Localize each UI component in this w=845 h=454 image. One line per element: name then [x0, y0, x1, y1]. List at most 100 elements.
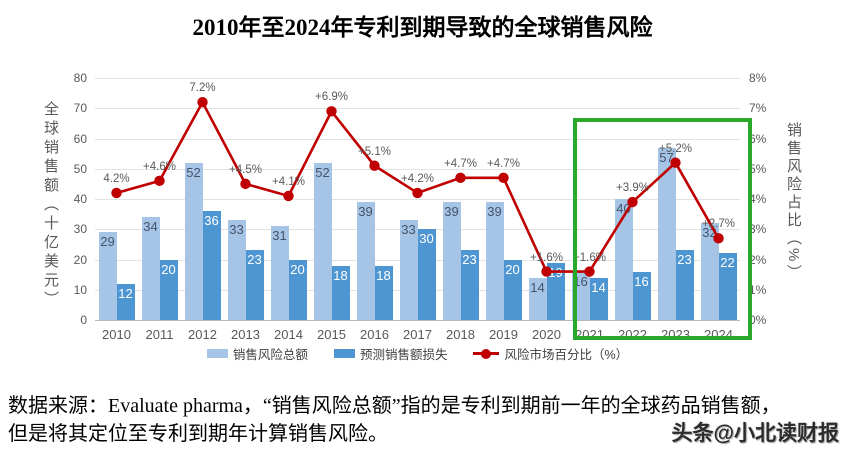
gridline	[95, 108, 740, 110]
legend-label: 销售风险总额	[232, 348, 308, 362]
bar-value-label: 18	[376, 267, 391, 283]
right-axis-title: 销售风险占比（%）	[785, 121, 802, 283]
x-axis-label: 2012	[188, 327, 217, 342]
bar-value-label: 52	[315, 164, 330, 180]
line-point-label: +4.7%	[444, 157, 477, 170]
bar-forecast-sales-loss	[159, 259, 178, 320]
left-axis-tick: 40	[73, 192, 87, 206]
bar-value-label: 31	[272, 228, 287, 244]
x-axis-label: 2017	[403, 327, 432, 342]
line-point-label: +2.7%	[702, 218, 735, 231]
right-axis-tick: 2%	[749, 252, 767, 267]
line-point-marker	[111, 187, 122, 199]
right-axis-tick: 5%	[749, 161, 767, 176]
right-axis-tick: 3%	[749, 222, 767, 237]
bar-forecast-sales-loss	[288, 259, 307, 320]
left-axis-tick: 70	[73, 101, 87, 116]
left-axis-tick: 60	[73, 131, 87, 146]
line-point-label: +5.2%	[659, 142, 692, 155]
bar-forecast-sales-loss	[503, 259, 522, 320]
bar-value-label: 19	[548, 264, 563, 280]
legend-item-total-sales-risk: 销售风险总额	[206, 344, 308, 363]
line-point-marker	[240, 178, 251, 190]
x-axis-label: 2018	[446, 327, 475, 342]
bar-value-label: 23	[462, 252, 477, 268]
bar-total-sales-risk	[313, 162, 332, 320]
x-axis-label: 2016	[360, 327, 389, 342]
source-note: 数据来源：Evaluate pharma，“销售风险总额”指的是专利到期前一年的…	[8, 392, 844, 448]
line-point-label: +3.9%	[616, 182, 649, 195]
bar-forecast-sales-loss	[718, 253, 737, 320]
bar-value-label: 36	[204, 213, 219, 229]
bar-forecast-sales-loss	[331, 265, 350, 320]
line-point-label: 4.2%	[103, 172, 130, 185]
bar-value-label: 18	[333, 267, 348, 283]
left-axis-tick: 30	[73, 222, 87, 237]
bar-forecast-sales-loss	[546, 262, 565, 320]
line-point-label: +4.6%	[143, 160, 176, 173]
legend-label: 预测销售额损失	[359, 348, 448, 362]
line-point-marker	[412, 187, 423, 199]
right-axis-tick: 0%	[749, 313, 767, 327]
line-point-marker	[498, 172, 509, 184]
left-axis-tick: 80	[73, 71, 87, 85]
bar-total-sales-risk	[184, 162, 203, 320]
bar-value-label: 20	[290, 261, 305, 277]
legend-label: 风险市场百分比（%）	[504, 348, 629, 362]
line-point-label: +1.6%	[573, 251, 606, 264]
right-axis-tick: 7%	[749, 101, 767, 116]
x-axis-label: 2013	[231, 327, 260, 342]
right-axis-tick: 8%	[749, 71, 767, 85]
legend-item-risk-market-percent: 风险市场百分比（%）	[473, 344, 628, 363]
line-point-label: +4.7%	[487, 157, 520, 170]
line-point-label: +6.9%	[315, 91, 348, 104]
bar-value-label: 22	[720, 255, 735, 271]
x-axis-line	[95, 320, 740, 321]
bar-value-label: 33	[229, 222, 244, 238]
bar-total-sales-risk	[98, 232, 117, 320]
chart-title: 2010年至2024年专利到期导致的全球销售风险	[192, 15, 653, 40]
bar-forecast-sales-loss	[374, 265, 393, 320]
x-axis-label: 2020	[532, 327, 561, 342]
legend-item-forecast-sales-loss: 预测销售额损失	[333, 344, 448, 363]
left-axis-tick: 10	[73, 282, 87, 297]
right-axis-tick: 1%	[749, 282, 767, 297]
line-point-marker	[154, 175, 165, 187]
left-axis-title: 全球销售额（十亿美元）	[42, 100, 59, 310]
source-note-line1: 数据来源：Evaluate pharma，“销售风险总额”指的是专利到期前一年的…	[8, 395, 781, 417]
x-axis-label: 2011	[145, 327, 174, 342]
watermark-toutiao: 头条@小北读财报	[671, 422, 839, 445]
left-axis-tick: 50	[73, 161, 87, 176]
bar-forecast-sales-loss	[589, 277, 608, 320]
line-point-label: 7.2%	[189, 82, 216, 95]
bar-value-label: 29	[100, 234, 115, 250]
source-note-line2: 但是将其定位至专利到期年计算销售风险。	[8, 423, 388, 445]
highlight-box-2021-2024	[573, 118, 752, 340]
line-point-label: +4.2%	[401, 172, 434, 185]
left-axis-tick: 20	[73, 252, 87, 267]
x-axis-label: 2019	[489, 327, 518, 342]
bar-value-label: 34	[143, 219, 158, 235]
line-point-label: +5.1%	[358, 145, 391, 158]
bar-value-label: 39	[358, 204, 373, 220]
bar-value-label: 23	[247, 252, 262, 268]
line-point-marker	[455, 172, 466, 184]
bar-value-label: 14	[591, 279, 606, 295]
right-axis-tick: 6%	[749, 131, 767, 146]
left-axis-tick: 0	[80, 313, 87, 327]
bar-value-label: 39	[444, 204, 459, 220]
bar-value-label: 30	[419, 231, 434, 247]
legend-swatch-dark-blue	[333, 349, 355, 358]
bar-value-label: 39	[487, 204, 502, 220]
bar-value-label: 20	[161, 261, 176, 277]
line-point-marker	[197, 97, 208, 108]
legend-line-dot-icon	[473, 348, 500, 359]
right-axis-tick: 4%	[749, 192, 767, 206]
bar-value-label: 12	[118, 285, 133, 301]
bar-forecast-sales-loss	[632, 271, 651, 320]
bar-total-sales-risk	[356, 202, 375, 320]
combo-chart: 全球销售额（十亿美元） 销售风险占比（%） 销售风险总额 预测销售额损失 风险市…	[0, 55, 845, 385]
gridline	[95, 78, 740, 79]
line-point-label: +1.6%	[530, 251, 563, 264]
